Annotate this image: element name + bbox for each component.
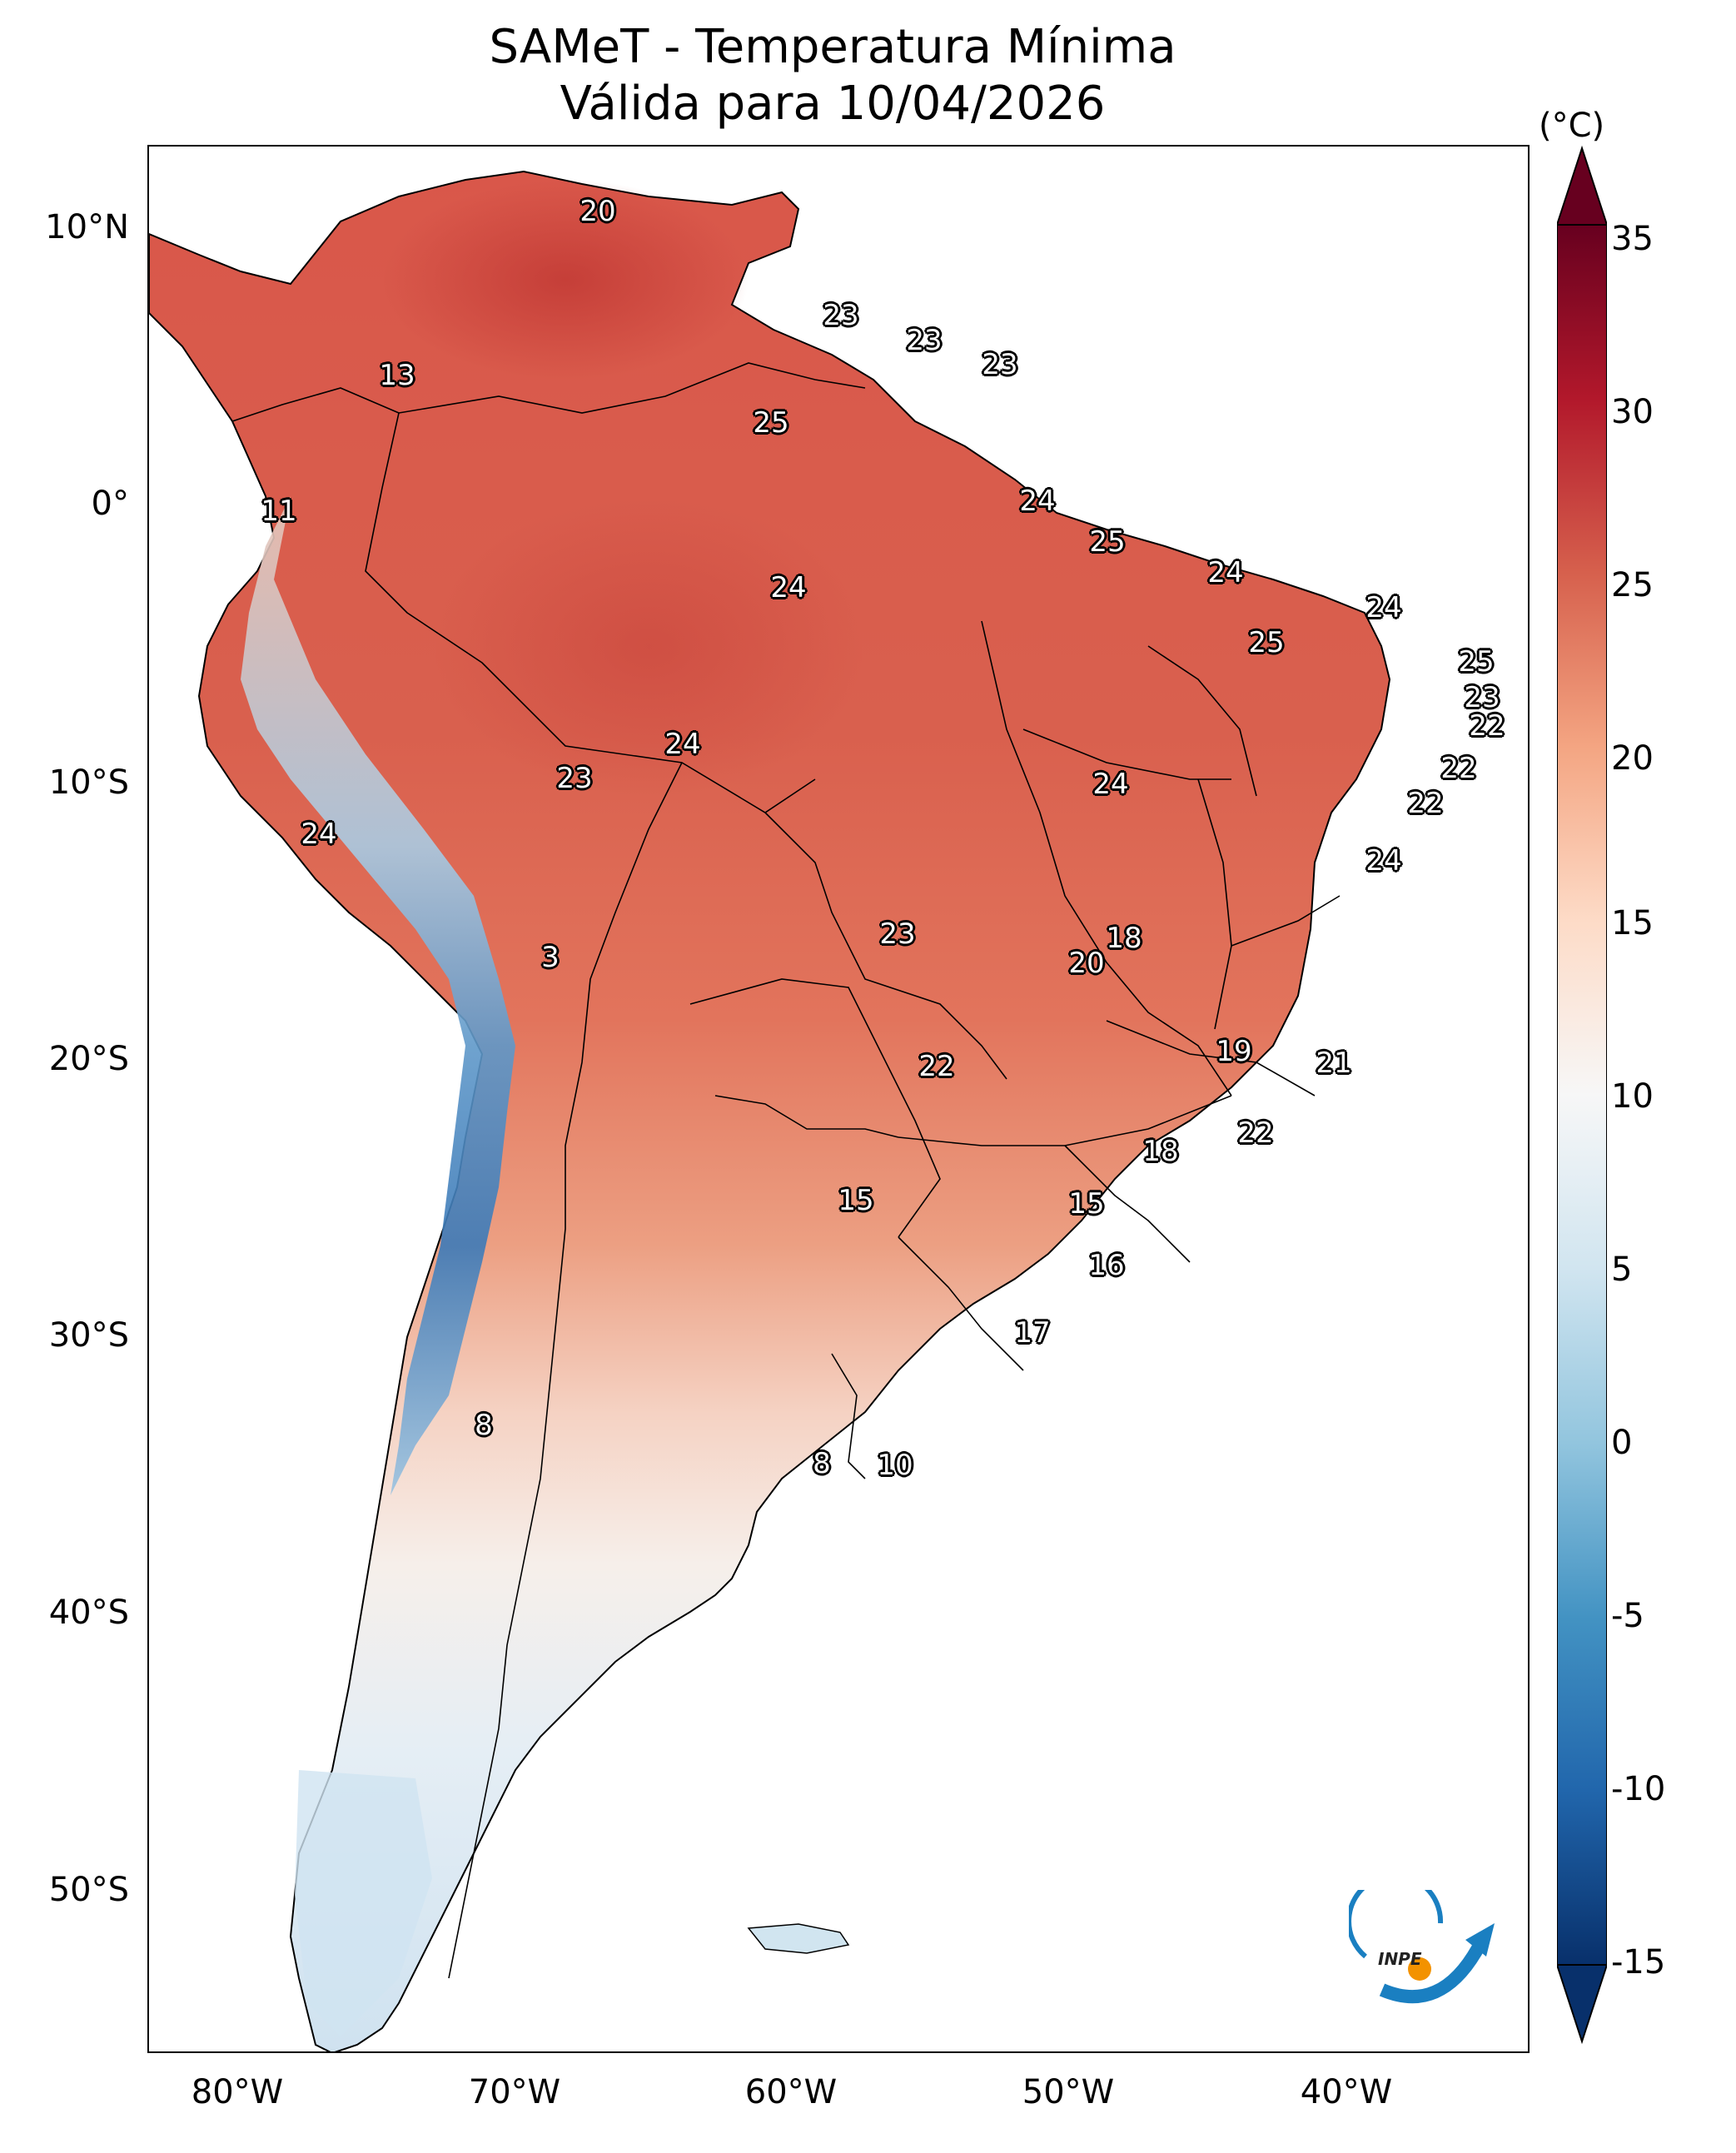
lat-label-40s: 40°S — [48, 1594, 129, 1632]
colorbar-tick: 30 — [1611, 393, 1654, 431]
city-value: 10 — [877, 1449, 913, 1482]
city-value: 25 — [1458, 645, 1495, 679]
map-subtitle: Válida para 10/04/2026 — [560, 77, 1106, 131]
lat-label-10s: 10°S — [48, 763, 129, 802]
city-value: 8 — [813, 1447, 831, 1480]
city-value: 24 — [1365, 844, 1402, 878]
city-value: 18 — [1106, 922, 1142, 955]
colorbar-tick: 25 — [1611, 566, 1654, 604]
city-value: 24 — [770, 571, 807, 604]
map-panel — [147, 145, 1530, 2053]
andes-cold-band — [241, 496, 515, 1495]
logo-text: INPE — [1378, 1949, 1422, 1969]
city-value: 23 — [982, 348, 1018, 381]
city-value: 22 — [1407, 787, 1444, 820]
patagonia-cold — [295, 1770, 432, 2036]
city-value: 17 — [1014, 1316, 1051, 1350]
country-borders — [231, 362, 1341, 1979]
colorbar-tick: 20 — [1611, 739, 1654, 778]
lon-label-70w: 70°W — [468, 2073, 561, 2111]
city-value: 19 — [1216, 1035, 1252, 1068]
colorbar — [1557, 145, 1607, 2045]
lon-label-60w: 60°W — [744, 2073, 838, 2111]
lat-label-30s: 30°S — [48, 1316, 129, 1355]
city-value: 24 — [301, 818, 337, 851]
city-value: 23 — [556, 762, 593, 795]
map-title: SAMeT - Temperatura Mínima — [489, 20, 1176, 74]
continent-land — [149, 170, 1391, 2051]
city-value: 20 — [1068, 947, 1105, 980]
lat-label-20s: 20°S — [48, 1040, 129, 1078]
lon-label-40w: 40°W — [1300, 2073, 1393, 2111]
city-value: 25 — [1248, 626, 1285, 659]
city-value: 24 — [664, 728, 701, 761]
city-value: 13 — [379, 359, 415, 392]
colorbar-bottom-arrow — [1557, 1964, 1607, 2045]
city-value: 23 — [906, 324, 943, 357]
colorbar-body — [1557, 224, 1607, 1966]
city-value: 22 — [1237, 1116, 1274, 1150]
falkland-islands — [747, 1923, 850, 1954]
city-value: 15 — [838, 1184, 874, 1217]
colorbar-tick: -15 — [1611, 1943, 1666, 1981]
city-value: 3 — [541, 941, 560, 974]
heat-core-north — [382, 180, 749, 380]
heat-core-amazon — [432, 496, 865, 796]
colorbar-tick: 5 — [1611, 1251, 1633, 1289]
lon-label-50w: 50°W — [1022, 2073, 1115, 2111]
city-value: 22 — [918, 1050, 955, 1083]
city-value: 15 — [1068, 1187, 1105, 1221]
south-america-map — [149, 170, 1391, 2051]
colorbar-tick: -5 — [1611, 1597, 1644, 1635]
city-value: 25 — [753, 406, 789, 440]
city-value: 11 — [261, 495, 297, 528]
lon-label-80w: 80°W — [191, 2073, 284, 2111]
city-value: 24 — [1019, 485, 1056, 518]
city-value: 23 — [823, 299, 859, 332]
colorbar-tick: -10 — [1611, 1770, 1666, 1808]
city-value: 25 — [1089, 525, 1126, 559]
inpe-logo: INPE — [1349, 1890, 1495, 2004]
city-value: 20 — [579, 195, 616, 228]
city-value: 16 — [1088, 1249, 1125, 1282]
colorbar-tick: 35 — [1611, 220, 1654, 258]
city-value: 18 — [1142, 1135, 1179, 1168]
city-value: 23 — [879, 917, 916, 951]
city-value: 24 — [1365, 591, 1402, 624]
city-value: 21 — [1316, 1047, 1352, 1080]
city-value: 24 — [1092, 768, 1129, 801]
colorbar-tick: 10 — [1611, 1077, 1654, 1116]
city-value: 23 — [1464, 681, 1500, 714]
colorbar-unit: (°C) — [1539, 107, 1605, 145]
colorbar-tick: 0 — [1611, 1424, 1633, 1462]
city-value: 24 — [1207, 556, 1244, 589]
lat-label-50s: 50°S — [48, 1871, 129, 1909]
colorbar-tick: 15 — [1611, 904, 1654, 942]
city-value: 22 — [1469, 709, 1505, 743]
lat-label-10n: 10°N — [45, 208, 129, 246]
colorbar-top-arrow — [1557, 145, 1607, 226]
lat-label-0: 0° — [91, 485, 129, 523]
city-value: 8 — [475, 1409, 493, 1442]
city-value: 22 — [1440, 752, 1477, 785]
